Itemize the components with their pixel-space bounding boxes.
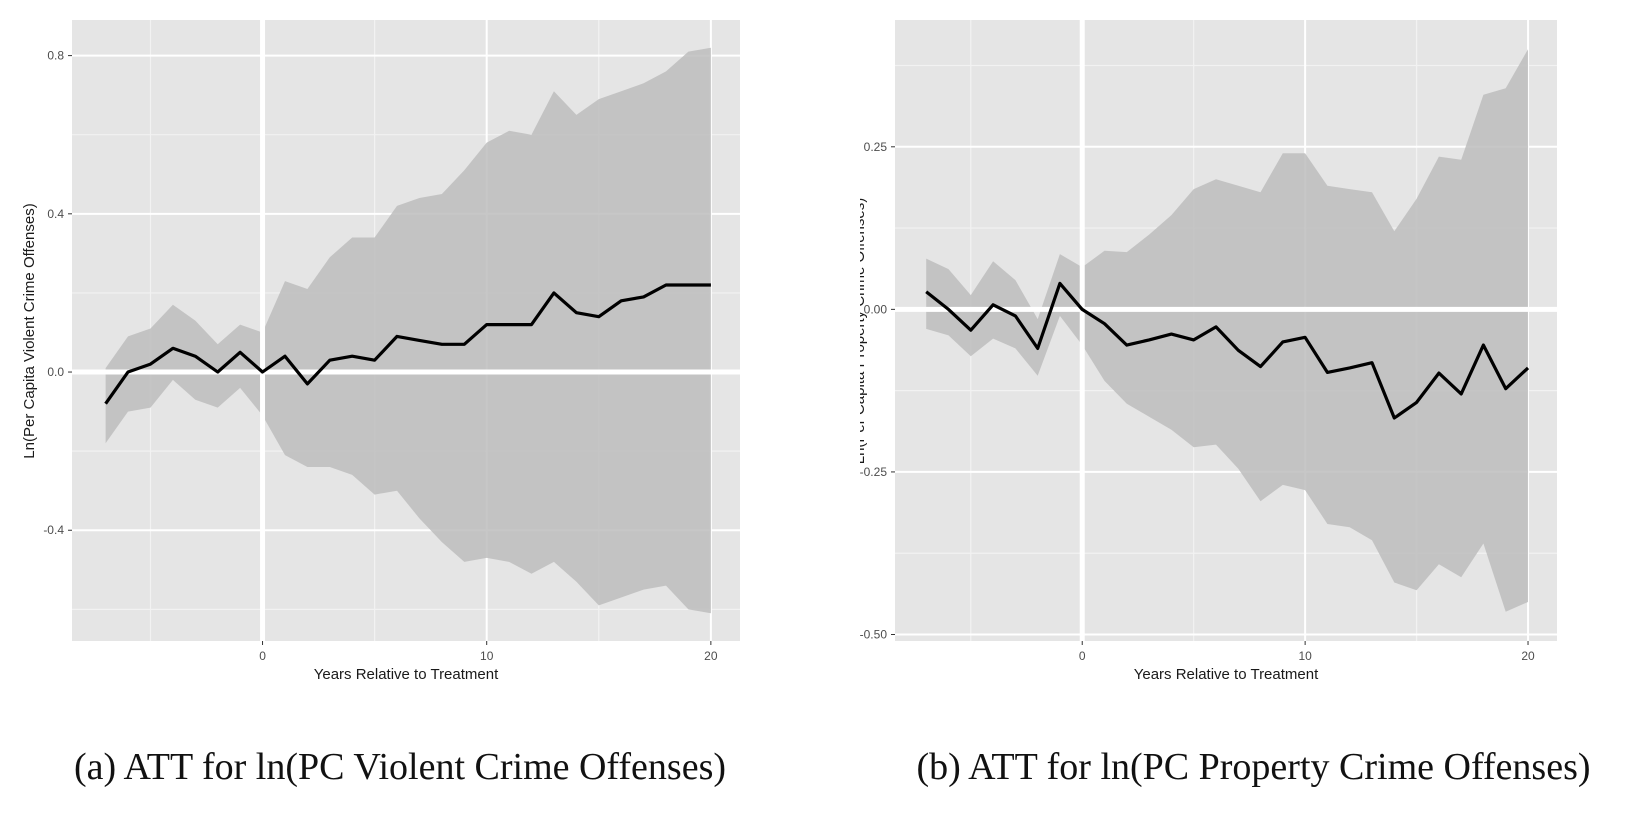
- figure-caption-a: (a) ATT for ln(PC Violent Crime Offenses…: [73, 746, 727, 788]
- att-estimate-line: [925, 281, 1530, 420]
- y-axis-label: Ln(Per Capita Violent Crime Offenses): [21, 203, 38, 458]
- y-tick-label: 0.8: [47, 49, 64, 63]
- y-tick-label: 0.25: [864, 140, 888, 154]
- x-tick-label: 10: [1298, 649, 1312, 663]
- chart-panel-violent: -0.4 0.0 0.4 0.8 0 10 20 Years Relative to Trea…: [0, 0, 800, 822]
- chart-property-crime: -0.50 -0.25 0.00 0.25 0 10 20 Years Relative to…: [851, 20, 1557, 683]
- x-tick-label: 20: [704, 649, 718, 663]
- x-tick-label: 20: [1521, 649, 1535, 663]
- x-tick-label: 0: [259, 649, 266, 663]
- figure-caption-b: (b) ATT for ln(PC Property Crime Offense…: [916, 746, 1591, 788]
- x-tick-label: 10: [480, 649, 494, 663]
- y-tick-label: -0.50: [860, 627, 887, 641]
- confidence-ribbon: [105, 47, 711, 614]
- x-tick-label: 0: [1079, 649, 1086, 663]
- y-tick-label: -0.25: [860, 465, 887, 479]
- x-axis-label: Years Relative to Treatment: [1134, 666, 1319, 683]
- chart-panel-property: -0.50 -0.25 0.00 0.25 0 10 20 Years Relative to…: [851, 0, 1647, 822]
- y-axis-label: Ln(Per Capita Property Crime Offenses): [860, 198, 868, 465]
- y-tick-label: 0.4: [47, 207, 64, 221]
- y-tick-label: -0.4: [43, 523, 64, 537]
- confidence-ribbon: [926, 49, 1528, 612]
- y-tick-label: 0.0: [47, 365, 64, 379]
- y-tick-label: 0.00: [864, 302, 888, 316]
- chart-violent-crime: -0.4 0.0 0.4 0.8 0 10 20 Years Relative to Trea…: [21, 20, 740, 683]
- att-estimate-line: [104, 283, 711, 405]
- x-axis-label: Years Relative to Treatment: [314, 666, 499, 683]
